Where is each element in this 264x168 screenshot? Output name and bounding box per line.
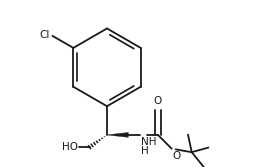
Text: HO: HO [62,142,78,152]
Text: NH
H: NH H [141,137,157,156]
Text: Cl: Cl [39,30,50,40]
Polygon shape [107,133,128,137]
Text: O: O [173,151,181,160]
Text: O: O [154,96,162,106]
